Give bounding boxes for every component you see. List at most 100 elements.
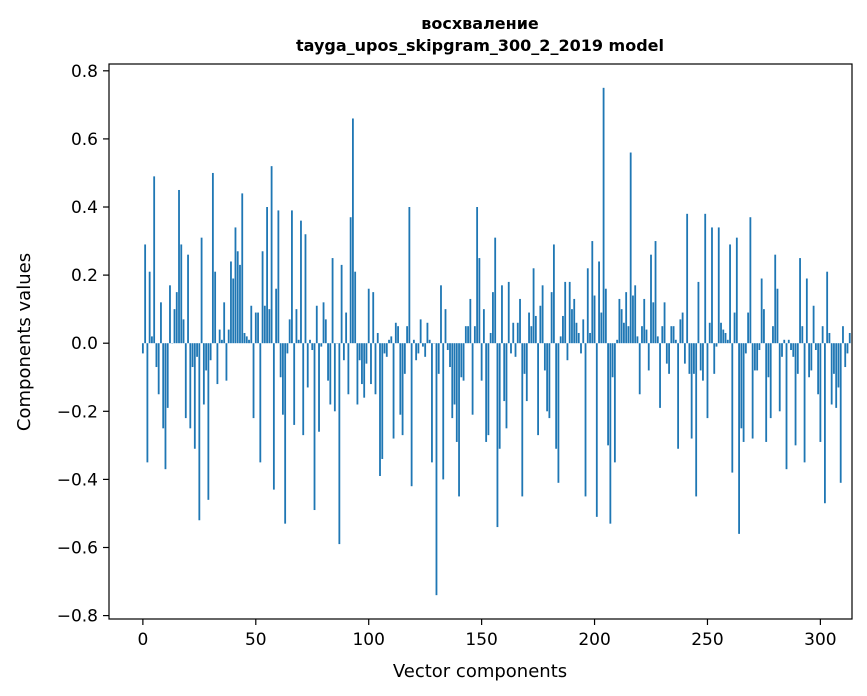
bar-232 [665, 343, 668, 364]
bar-122 [417, 343, 420, 354]
bar-277 [767, 343, 770, 378]
bar-2 [146, 343, 149, 463]
bar-263 [735, 237, 738, 344]
bar-178 [543, 343, 546, 371]
bar-43 [239, 264, 241, 344]
bar-239 [681, 312, 684, 344]
bar-131 [437, 343, 440, 374]
bar-121 [415, 343, 418, 361]
bar-203 [600, 312, 603, 344]
bar-136 [449, 343, 451, 368]
bar-213 [623, 322, 625, 344]
bar-270 [751, 343, 754, 439]
bar-77 [315, 305, 318, 344]
bar-176 [539, 305, 542, 344]
bar-85 [333, 343, 336, 412]
bar-196 [584, 343, 587, 497]
bar-42 [236, 251, 239, 344]
bar-236 [674, 339, 677, 344]
bar-253 [713, 343, 716, 374]
bar-7 [157, 343, 160, 395]
bar-139 [455, 343, 458, 442]
bar-20 [187, 254, 189, 344]
bar-209 [613, 343, 616, 463]
bar-107 [383, 343, 386, 354]
bar-54 [263, 305, 266, 344]
bar-151 [482, 309, 485, 344]
bar-73 [306, 343, 309, 388]
bar-41 [234, 227, 237, 344]
x-tick-label-0: 0 [137, 630, 148, 650]
bar-105 [379, 343, 381, 476]
bar-157 [496, 343, 499, 528]
bar-269 [749, 217, 752, 344]
bar-113 [397, 326, 399, 344]
bar-61 [279, 343, 282, 378]
y-axis-label: Components values [14, 253, 35, 431]
bar-237 [677, 343, 680, 449]
bar-252 [711, 227, 713, 344]
bar-280 [774, 254, 777, 344]
bar-22 [191, 343, 194, 368]
bar-172 [530, 326, 533, 344]
bar-84 [331, 258, 334, 344]
bar-173 [532, 268, 535, 344]
bar-141 [460, 343, 463, 378]
bar-164 [512, 322, 515, 344]
bar-191 [573, 298, 576, 344]
bar-125 [424, 343, 427, 357]
bar-158 [498, 343, 501, 449]
x-tick-label-250: 250 [691, 630, 723, 650]
bar-104 [376, 332, 379, 344]
bar-244 [693, 343, 695, 374]
bar-37 [225, 343, 228, 381]
bar-25 [198, 343, 201, 521]
x-tick-label-150: 150 [465, 630, 497, 650]
bar-291 [799, 258, 801, 344]
bar-5 [153, 176, 156, 344]
bar-246 [697, 281, 700, 344]
bar-149 [478, 258, 481, 344]
x-tick-label-100: 100 [352, 630, 384, 650]
bar-233 [668, 343, 670, 374]
bar-103 [374, 343, 377, 395]
bar-57 [270, 166, 273, 344]
bar-255 [717, 227, 720, 344]
bar-150 [480, 343, 483, 381]
bar-228 [656, 336, 659, 344]
bar-152 [485, 343, 488, 442]
plot-frame [108, 63, 853, 620]
bar-99 [365, 343, 368, 364]
bar-302 [824, 343, 826, 504]
bar-210 [616, 339, 619, 344]
bar-274 [760, 278, 763, 344]
bar-133 [442, 343, 445, 480]
bar-294 [805, 278, 808, 344]
bar-180 [548, 343, 551, 419]
bar-17 [180, 244, 183, 344]
bar-312 [846, 343, 849, 354]
bar-102 [372, 292, 375, 344]
bar-271 [753, 343, 756, 371]
bar-205 [604, 288, 607, 344]
bar-33 [216, 343, 219, 385]
bar-307 [835, 343, 838, 408]
y-axis-ticks: −0.8 −0.6 −0.4 −0.2 0.0 0.2 0.4 0.6 0.8 [57, 62, 109, 627]
y-tick-label-4: 0.0 [71, 334, 98, 354]
bar-38 [227, 329, 230, 344]
bar-52 [259, 343, 262, 463]
bar-306 [833, 343, 835, 374]
bar-50 [254, 312, 257, 344]
bar-251 [708, 322, 711, 344]
bar-0 [141, 343, 144, 354]
bar-273 [758, 343, 761, 351]
bar-249 [704, 213, 707, 344]
bar-260 [729, 244, 731, 344]
bar-217 [632, 295, 634, 344]
bar-135 [446, 343, 449, 351]
bar-184 [557, 343, 560, 483]
bar-258 [724, 332, 727, 344]
bar-32 [214, 271, 217, 344]
bar-51 [257, 312, 259, 344]
